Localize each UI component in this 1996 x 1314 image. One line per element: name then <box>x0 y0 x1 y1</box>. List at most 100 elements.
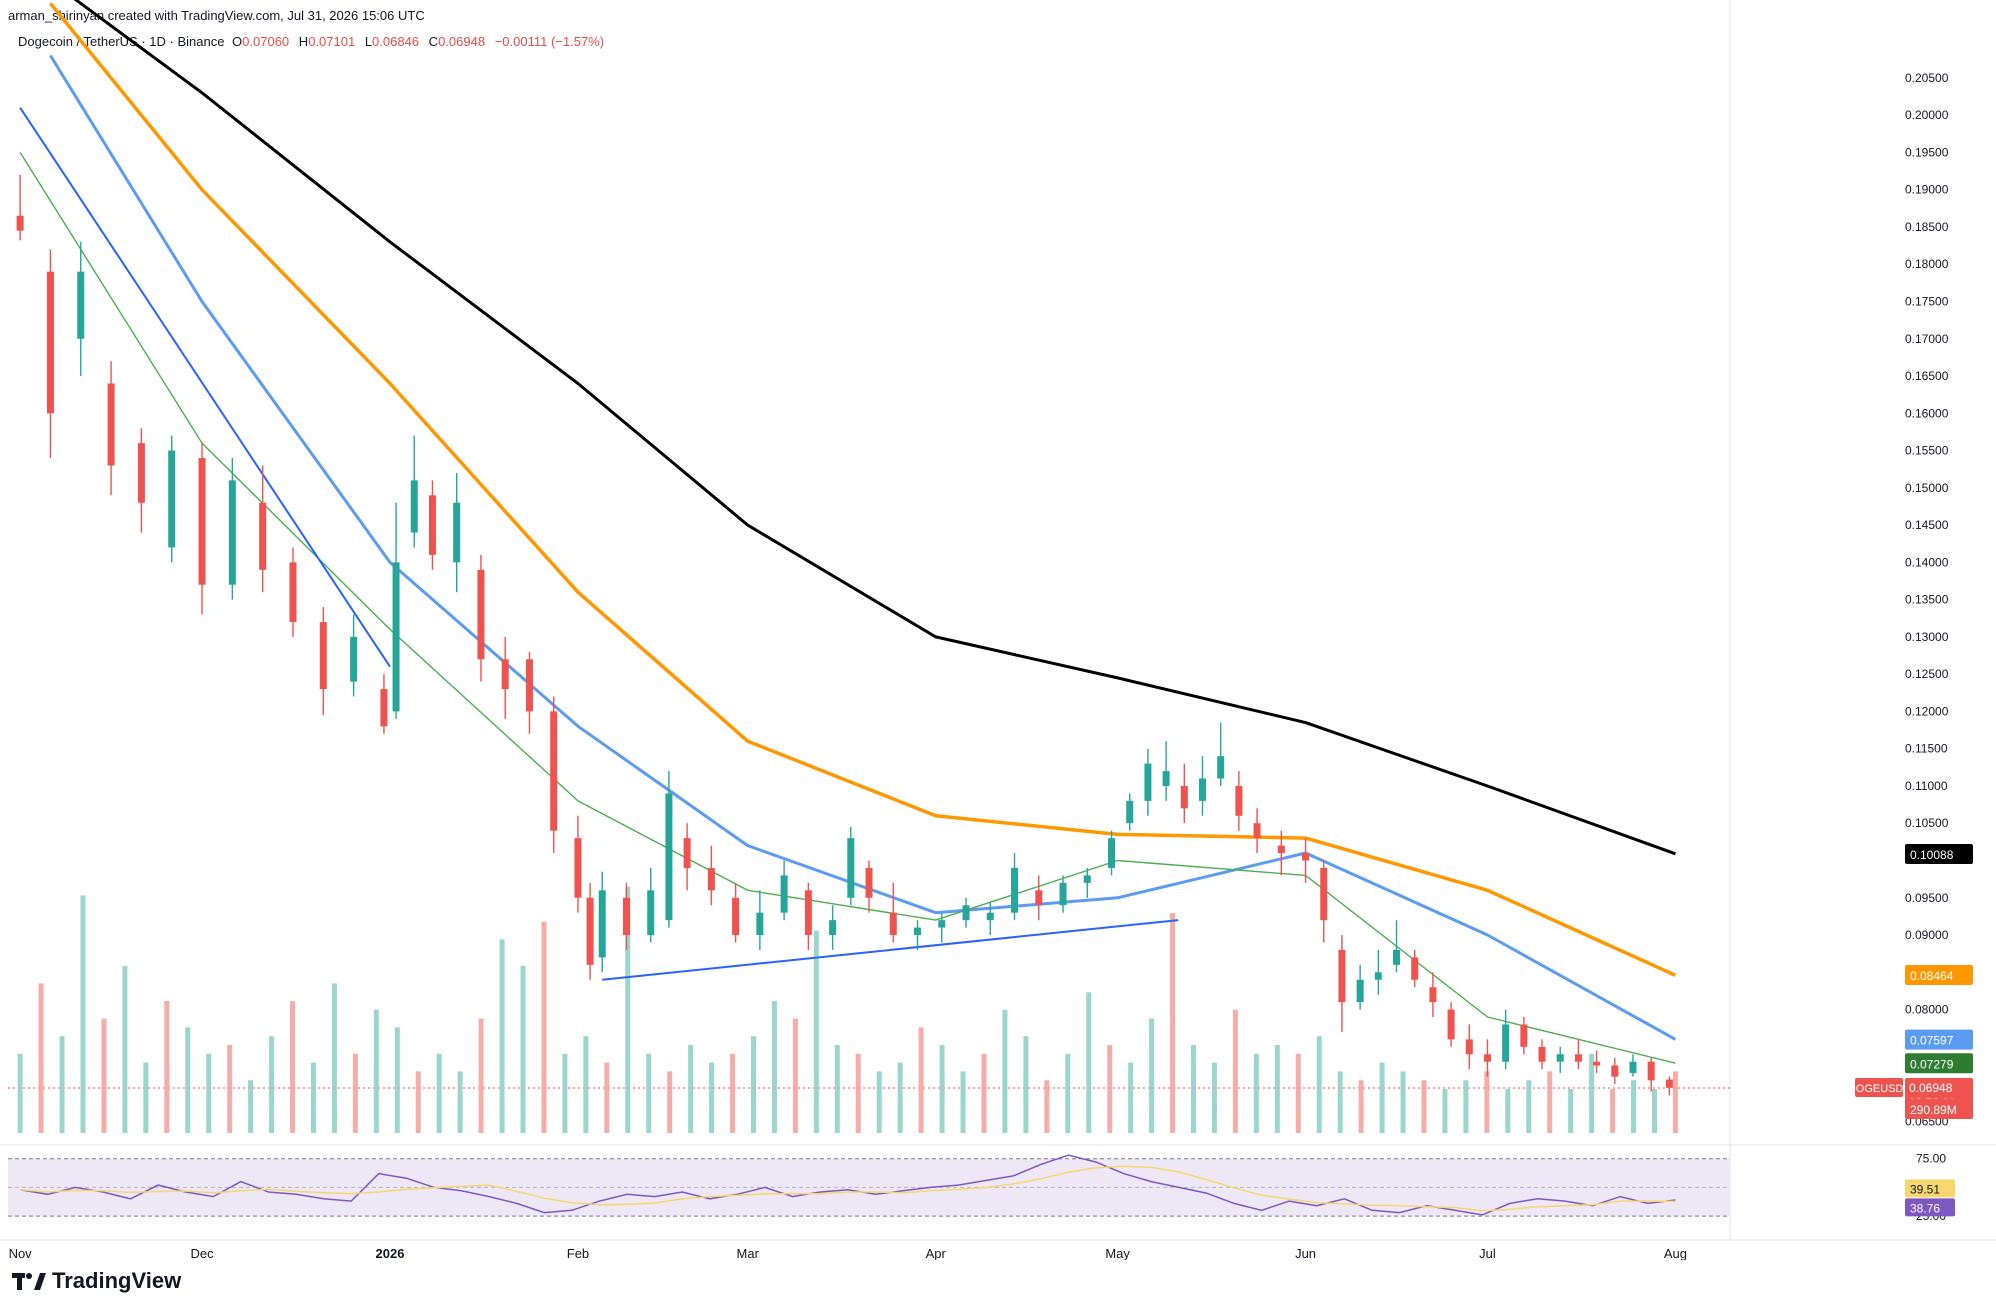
volume-bar <box>1568 1089 1574 1133</box>
price-tick-label: 0.16500 <box>1905 369 1949 383</box>
volume-bar <box>960 1071 966 1133</box>
volume-bar <box>771 1001 777 1133</box>
volume-bar <box>625 886 631 1133</box>
price-tick-label: 0.19500 <box>1905 145 1949 159</box>
candle-body <box>350 636 358 682</box>
volume-bar <box>394 1027 400 1133</box>
candle-body <box>1647 1061 1655 1081</box>
candle-body <box>780 875 788 913</box>
price-tick-label: 0.09500 <box>1905 891 1949 905</box>
candle-body <box>1593 1061 1601 1066</box>
candle-body <box>16 215 24 231</box>
pair-label-bg <box>1855 1077 1903 1097</box>
volume-bar <box>164 1001 170 1133</box>
candle-body <box>1447 1009 1455 1040</box>
trendline-1 <box>19 107 391 668</box>
price-tick-label: 0.15000 <box>1905 481 1949 495</box>
candle-body <box>1374 972 1382 980</box>
candle-body <box>647 890 655 936</box>
candle-body <box>259 502 267 570</box>
volume-bar <box>1044 1080 1050 1133</box>
volume-bar <box>981 1053 987 1133</box>
volume-bar <box>290 1001 296 1133</box>
volume-bar <box>813 930 819 1133</box>
volume-bar <box>415 1071 421 1133</box>
volume-bar <box>1086 992 1092 1133</box>
candle-body <box>683 838 691 868</box>
price-tick-label: 0.10500 <box>1905 816 1949 830</box>
candle-body <box>732 897 740 936</box>
volume-bar <box>1547 1071 1553 1133</box>
ma-price-label: 0.07597 <box>1910 1034 1954 1048</box>
volume-bar <box>1128 1062 1134 1133</box>
volume-bar <box>373 1009 379 1133</box>
candle-body <box>228 480 236 585</box>
tradingview-logo[interactable]: TradingView <box>12 1268 181 1294</box>
volume-bar <box>730 1053 736 1133</box>
price-tick-label: 0.12000 <box>1905 704 1949 718</box>
ma-price-label-bg <box>1905 843 1973 864</box>
candle-body <box>168 450 176 548</box>
candle-body <box>46 271 54 414</box>
open-value: 0.07060 <box>242 34 290 49</box>
candle-body <box>622 897 630 936</box>
candle-body <box>1538 1046 1546 1062</box>
symbol-name[interactable]: Dogecoin / TetherUS · 1D · Binance <box>18 34 225 49</box>
ma-price-label: 0.10088 <box>1910 848 1954 862</box>
price-tick-label: 0.15500 <box>1905 444 1949 458</box>
volume-bar <box>750 1036 756 1133</box>
price-tick-label: 0.13000 <box>1905 630 1949 644</box>
volume-bar <box>583 1036 589 1133</box>
ma-price-label: 0.07279 <box>1910 1057 1954 1071</box>
price-tick-label: 0.08000 <box>1905 1003 1949 1017</box>
candles <box>16 174 1673 1096</box>
moving-averages <box>19 0 1677 1064</box>
candle-body <box>914 927 922 936</box>
candle-body <box>986 912 994 921</box>
volume-bar <box>1211 1062 1217 1133</box>
ma-price-label-bg <box>1905 1053 1973 1074</box>
high-value: 0.07101 <box>308 34 356 49</box>
volume-bar <box>17 1053 23 1133</box>
candle-body <box>1253 823 1261 839</box>
volume-bar <box>227 1045 233 1133</box>
candle-body <box>1108 838 1116 868</box>
volume-bar <box>1463 1080 1469 1133</box>
volume-bar <box>1253 1053 1259 1133</box>
volume-bar <box>499 939 505 1133</box>
candle-body <box>392 562 400 712</box>
time-tick-label: Dec <box>190 1246 214 1260</box>
pair-label: DOGEUSDT <box>1848 1083 1911 1095</box>
volume-bar <box>1232 1009 1238 1133</box>
low-label: L <box>364 34 373 49</box>
price-tick-label: 0.17000 <box>1905 332 1949 346</box>
moving-average-green <box>19 152 1676 1064</box>
candle-body <box>1411 957 1419 980</box>
volume-bar <box>897 1062 903 1133</box>
volume-bar <box>80 895 86 1133</box>
price-chart[interactable]: 0.20500 0.20000 0.19500 0.19000 0.18500 0.180… <box>0 0 1996 1260</box>
candle-body <box>319 621 327 690</box>
volume-bar <box>1526 1080 1532 1133</box>
candle-body <box>1320 867 1328 921</box>
volume-bar <box>101 1018 107 1133</box>
candle-body <box>889 912 897 936</box>
low-value: 0.06846 <box>372 34 420 49</box>
volume-bar <box>38 983 44 1133</box>
candle-body <box>1011 867 1019 913</box>
trendlines[interactable] <box>19 107 1179 981</box>
candle-body <box>198 458 206 585</box>
time-tick-label: May <box>1105 1246 1130 1260</box>
volume-label-bg <box>1905 1099 1973 1119</box>
axes[interactable]: 0.20500 0.20000 0.19500 0.19000 0.18500 0.180… <box>9 71 1973 1260</box>
price-tick-label: 0.13500 <box>1905 593 1949 607</box>
volume-bar <box>918 1027 924 1133</box>
price-tick-label: 0.14000 <box>1905 555 1949 569</box>
candle-body <box>1126 800 1134 824</box>
volume-bar <box>1651 1089 1657 1133</box>
candle-body <box>1217 756 1225 779</box>
last-price-value: 0.06948 <box>1909 1081 1953 1095</box>
moving-average-black <box>73 0 1676 856</box>
volume-bar <box>646 1053 652 1133</box>
candle-body <box>1162 771 1170 786</box>
